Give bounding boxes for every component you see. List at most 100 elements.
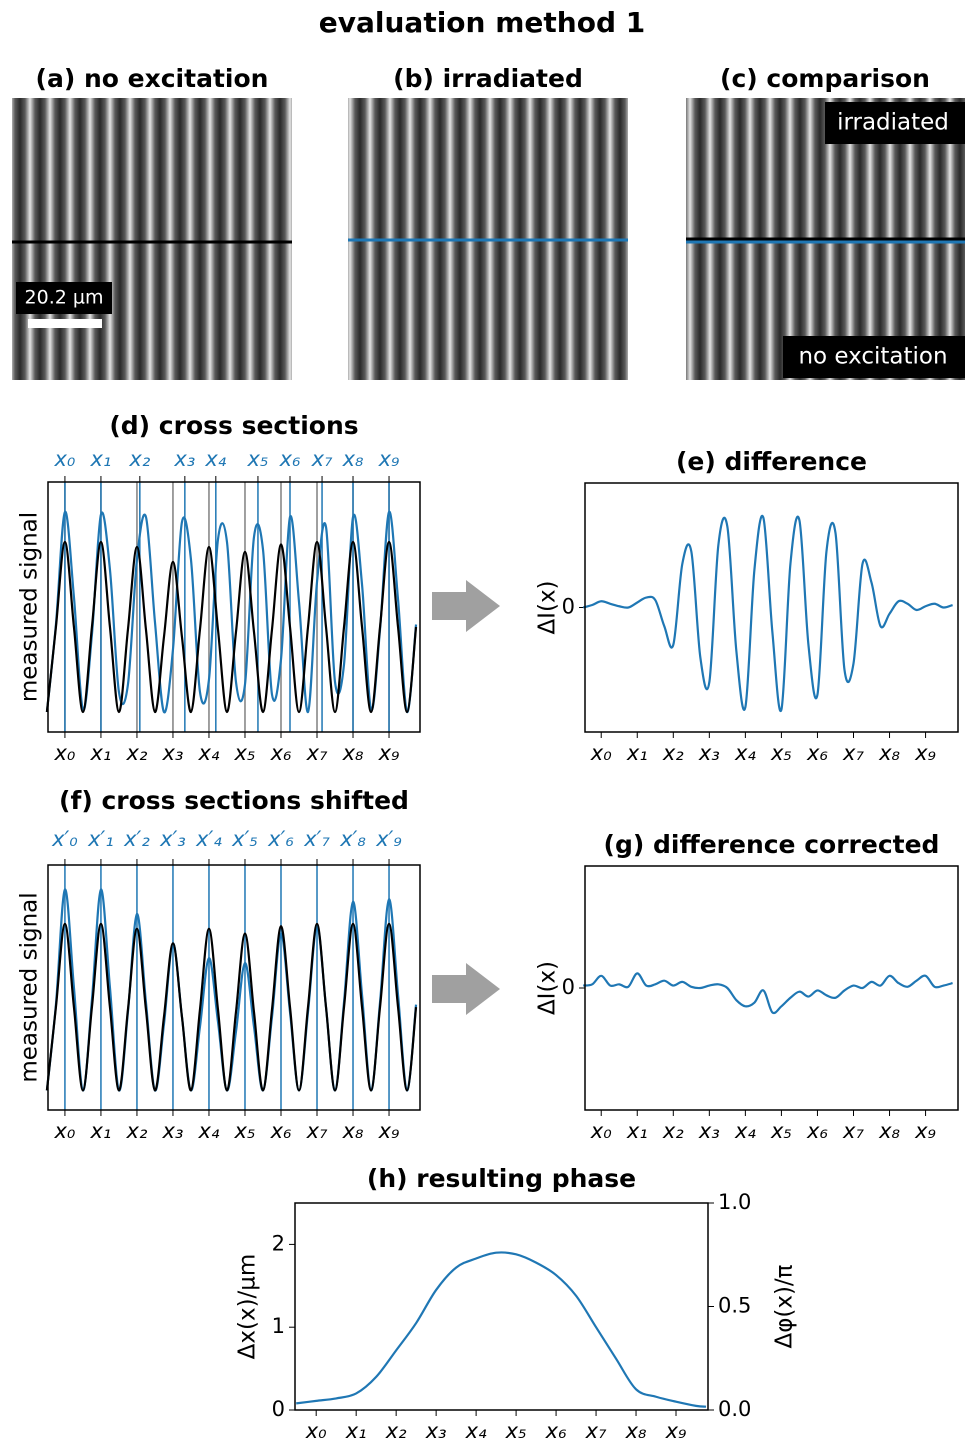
x-tick-label: x₂ (662, 741, 684, 765)
y-tick-label: 0 (562, 975, 575, 999)
x-tick-label: x₃ (162, 741, 184, 765)
x-tick-label: x₅ (770, 741, 792, 765)
x-tick-label: x₈ (342, 741, 364, 765)
x-tick-label: x₁ (90, 1119, 112, 1143)
x-tick-label: x₅ (770, 1119, 792, 1143)
x-tick-label: x₁ (345, 1419, 367, 1443)
x-tick-label: x₈ (342, 1119, 364, 1143)
x-tick-label: x₇ (306, 741, 328, 765)
y-tick-label: 1 (272, 1314, 285, 1338)
x-tick-label: x₉ (378, 1119, 400, 1143)
x-tick-label: x₄ (465, 1419, 487, 1443)
x-tick-label: x₄ (734, 741, 756, 765)
chart-title: (d) cross sections (109, 411, 358, 440)
y-tick-label: 0 (272, 1397, 285, 1421)
top-tick-label: x′₀ (51, 827, 78, 851)
data-line (45, 510, 418, 714)
figure-title: evaluation method 1 (319, 6, 645, 39)
axes-frame (47, 481, 421, 733)
y2-tick-label: 0.5 (718, 1294, 751, 1318)
top-tick-label: x₅ (247, 447, 269, 471)
panel-title: (c) comparison (720, 64, 930, 93)
x-tick-label: x₁ (626, 741, 648, 765)
arrow (432, 963, 500, 1015)
x-tick-label: x₈ (625, 1419, 647, 1443)
top-tick-label: x₁ (90, 447, 112, 471)
y-tick-label: 2 (272, 1231, 285, 1255)
x-tick-label: x₀ (590, 1119, 612, 1143)
top-tick-label: x₉ (378, 447, 400, 471)
chart-title: (e) difference (676, 447, 867, 476)
axes-frame (47, 864, 421, 1111)
x-tick-label: x₇ (842, 741, 864, 765)
x-tick-label: x₀ (53, 1119, 75, 1143)
x-tick-label: x₂ (126, 1119, 148, 1143)
x-tick-label: x₇ (585, 1419, 607, 1443)
x-tick-label: x₀ (53, 741, 75, 765)
x-tick-label: x₃ (698, 741, 720, 765)
top-tick-label: x′₆ (267, 827, 294, 851)
data-line (296, 1251, 707, 1408)
y-axis-label: ΔI(x) (535, 580, 561, 634)
x-tick-label: x₃ (162, 1119, 184, 1143)
x-tick-label: x₂ (385, 1419, 407, 1443)
chart-title: (f) cross sections shifted (59, 786, 409, 815)
top-tick-label: x′₁ (87, 827, 114, 851)
top-tick-label: x₆ (279, 447, 301, 471)
x-tick-label: x₇ (306, 1119, 328, 1143)
x-tick-label: x₅ (234, 741, 256, 765)
x-tick-label: x₉ (914, 1119, 936, 1143)
x-tick-label: x₉ (665, 1419, 687, 1443)
top-tick-label: x′₅ (231, 827, 258, 851)
top-tick-label: x₂ (128, 447, 150, 471)
chart-title: (g) difference corrected (604, 830, 940, 859)
scale-label: 20.2 µm (25, 287, 104, 309)
axes-frame (294, 1202, 709, 1411)
axes-frame (584, 482, 959, 733)
top-tick-label: x₀ (53, 447, 75, 471)
top-tick-label: x′₈ (339, 827, 366, 851)
x-tick-label: x₂ (662, 1119, 684, 1143)
top-tick-label: x′₃ (159, 827, 186, 851)
x-tick-label: x₅ (505, 1419, 527, 1443)
x-tick-label: x₂ (126, 741, 148, 765)
arrow (432, 580, 500, 632)
micrograph (12, 98, 292, 380)
panel-title: (b) irradiated (393, 64, 583, 93)
y2-tick-label: 0.0 (718, 1397, 751, 1421)
y-axis-label: measured signal (17, 892, 43, 1082)
x-tick-label: x₉ (378, 741, 400, 765)
x-tick-label: x₉ (914, 741, 936, 765)
x-tick-label: x₄ (198, 1119, 220, 1143)
x-tick-label: x₆ (806, 741, 828, 765)
top-tick-label: x′₉ (375, 827, 402, 851)
y-axis-label: Δx(x)/µm (235, 1254, 261, 1360)
scale-bar (28, 319, 102, 328)
x-tick-label: x₀ (305, 1419, 327, 1443)
image-label: irradiated (837, 110, 949, 136)
top-tick-label: x₄ (204, 447, 226, 471)
x-tick-label: x₅ (234, 1119, 256, 1143)
scale-label-box (16, 282, 112, 314)
x-tick-label: x₆ (270, 741, 292, 765)
top-tick-label: x₈ (342, 447, 364, 471)
top-tick-label: x′₂ (123, 827, 150, 851)
x-tick-label: x₈ (878, 741, 900, 765)
x-tick-label: x₆ (270, 1119, 292, 1143)
x-tick-label: x₆ (545, 1419, 567, 1443)
chart-title: (h) resulting phase (367, 1164, 636, 1193)
x-tick-label: x₄ (198, 741, 220, 765)
y2-axis-label: Δφ(x)/π (772, 1264, 798, 1348)
data-line (583, 972, 953, 1015)
y-axis-label: measured signal (17, 512, 43, 702)
x-tick-label: x₁ (90, 741, 112, 765)
x-tick-label: x₃ (698, 1119, 720, 1143)
x-tick-label: x₀ (590, 741, 612, 765)
top-tick-label: x′₄ (195, 827, 222, 851)
y-axis-label: ΔI(x) (535, 961, 561, 1015)
label-box (783, 336, 965, 378)
x-tick-label: x₇ (842, 1119, 864, 1143)
x-tick-label: x₃ (425, 1419, 447, 1443)
top-tick-label: x′₇ (303, 827, 330, 851)
